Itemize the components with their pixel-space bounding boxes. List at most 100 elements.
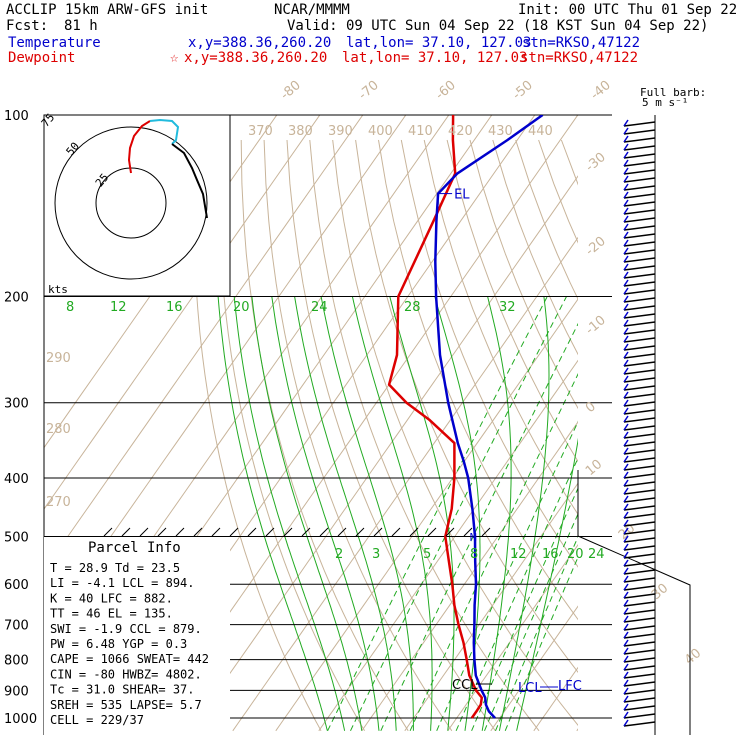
dry-adiabat-line xyxy=(446,139,578,463)
lcl-label: LCL xyxy=(518,681,542,696)
dash-tick xyxy=(463,527,473,537)
dewpoint-latlon: lat,lon= 37.10, 127.03 xyxy=(342,50,527,66)
wind-barb xyxy=(623,665,656,671)
wind-barb-flag xyxy=(623,591,629,599)
wind-barb-flag xyxy=(623,167,629,175)
wind-barb xyxy=(623,457,656,463)
wind-barb-flag xyxy=(623,127,629,135)
isotherm-line xyxy=(447,543,578,732)
wind-barbs xyxy=(623,115,656,735)
dash-tick xyxy=(373,527,383,537)
wind-barb-flag xyxy=(623,559,629,567)
barb-legend-line2: 5 m s⁻¹ xyxy=(642,96,688,109)
wind-barb-flag xyxy=(623,631,629,639)
wind-barb-flag xyxy=(623,439,629,447)
header: ACCLIP 15km ARW-GFS init NCAR/MMMM Init:… xyxy=(6,2,737,109)
ccl-label: CCL xyxy=(452,678,478,693)
wind-barb xyxy=(623,465,656,471)
wind-barb xyxy=(623,409,656,415)
pressure-tick-label: 900 xyxy=(4,684,29,699)
dry-adiabat-left-label: 290 xyxy=(46,351,71,366)
pressure-tick-label: 800 xyxy=(4,654,29,669)
dash-tick xyxy=(391,527,401,537)
mixing-ratio-lower-label: 24 xyxy=(588,547,605,562)
mixing-ratio-line xyxy=(350,296,567,732)
dry-adiabat-line xyxy=(286,139,496,732)
dry-adiabat-top-label: 390 xyxy=(328,124,353,139)
mixing-ratio-lower-label: 5 xyxy=(423,547,431,562)
parcel-info-row: CAPE = 1066 SWEAT= 442 xyxy=(50,652,209,666)
parcel-info-row: Tc = 31.0 SHEAR= 37. xyxy=(50,683,195,697)
moist-adiabat-line xyxy=(251,296,363,731)
wind-barb xyxy=(623,265,656,271)
wind-barb-flag xyxy=(623,671,629,679)
mixing-ratio-line xyxy=(484,512,578,731)
wind-barb-flag xyxy=(623,503,629,511)
isotherm-line xyxy=(44,115,321,510)
moist-adiabat-line xyxy=(434,296,481,731)
pressure-tick-label: 300 xyxy=(4,397,29,412)
dry-adiabat-line xyxy=(423,139,578,516)
wind-barb xyxy=(623,513,656,519)
dry-adiabat-left-label: 280 xyxy=(46,422,71,437)
dry-adiabat-line xyxy=(469,139,578,410)
mixing-ratio-line xyxy=(380,322,578,732)
mixing-ratio-line xyxy=(471,487,578,731)
isotherm-right-label: 10 xyxy=(583,457,605,479)
wind-barb-flag xyxy=(623,623,629,631)
wind-barb-flag xyxy=(623,471,629,479)
wind-barb-flag xyxy=(623,255,629,263)
dry-adiabat-line xyxy=(653,140,740,731)
wind-barb-flag xyxy=(623,551,629,559)
wind-barb xyxy=(623,177,656,183)
wind-barb-flag xyxy=(623,639,629,647)
hodograph: 25 50 75 kts xyxy=(39,111,231,297)
wind-barb xyxy=(623,161,656,167)
wind-barb xyxy=(623,137,656,143)
hodograph-units: kts xyxy=(48,283,68,296)
wind-barb xyxy=(623,609,656,615)
wind-barb-flag xyxy=(623,487,629,495)
wind-barb xyxy=(623,369,656,375)
isotherm-right-label: 40 xyxy=(682,646,704,668)
wind-barb-flag xyxy=(623,423,629,431)
isotherm-right-label: -20 xyxy=(583,234,609,259)
moist-adiabat-line xyxy=(389,296,455,731)
wind-barb xyxy=(623,337,656,343)
wind-barb-flag xyxy=(623,311,629,319)
wind-barb-flag xyxy=(623,263,629,271)
wind-barb xyxy=(623,673,656,679)
wind-barb-flag xyxy=(623,711,629,719)
pressure-tick-label: 600 xyxy=(4,578,29,593)
moist-adiabat-line xyxy=(351,296,433,731)
wind-barb xyxy=(623,305,656,311)
dry-adiabat-line xyxy=(193,139,322,732)
wind-barb xyxy=(623,129,656,135)
dash-tick xyxy=(355,527,365,537)
wind-barb xyxy=(623,649,656,655)
parcel-info-row: CELL = 229/37 xyxy=(50,713,144,727)
mixing-ratio-lower-label: 20 xyxy=(567,547,584,562)
dry-adiabat-top-label: 400 xyxy=(368,124,393,139)
lower-right-frame xyxy=(577,470,691,735)
wind-barb xyxy=(623,633,656,639)
wind-barb xyxy=(623,617,656,623)
wind-barb-flag xyxy=(623,599,629,607)
dry-adiabat-top-label: 440 xyxy=(528,124,553,139)
wind-barb xyxy=(623,641,656,647)
lfc-label: LFC xyxy=(558,679,582,694)
wind-barb xyxy=(623,601,656,607)
temperature-profile-line xyxy=(434,115,544,719)
dry-adiabat-top-label: 420 xyxy=(448,124,473,139)
parcel-info-title: Parcel Info xyxy=(88,540,181,556)
wind-barb-flag xyxy=(623,663,629,671)
dewpoint-legend: Dewpoint xyxy=(8,50,75,66)
wind-barb xyxy=(623,417,656,423)
wind-barb xyxy=(623,721,656,727)
wind-barb-flag xyxy=(623,279,629,287)
wind-barb-flag xyxy=(623,575,629,583)
wind-barb-flag xyxy=(623,583,629,591)
dash-tick xyxy=(337,527,347,537)
wind-barb-flag xyxy=(623,543,629,551)
